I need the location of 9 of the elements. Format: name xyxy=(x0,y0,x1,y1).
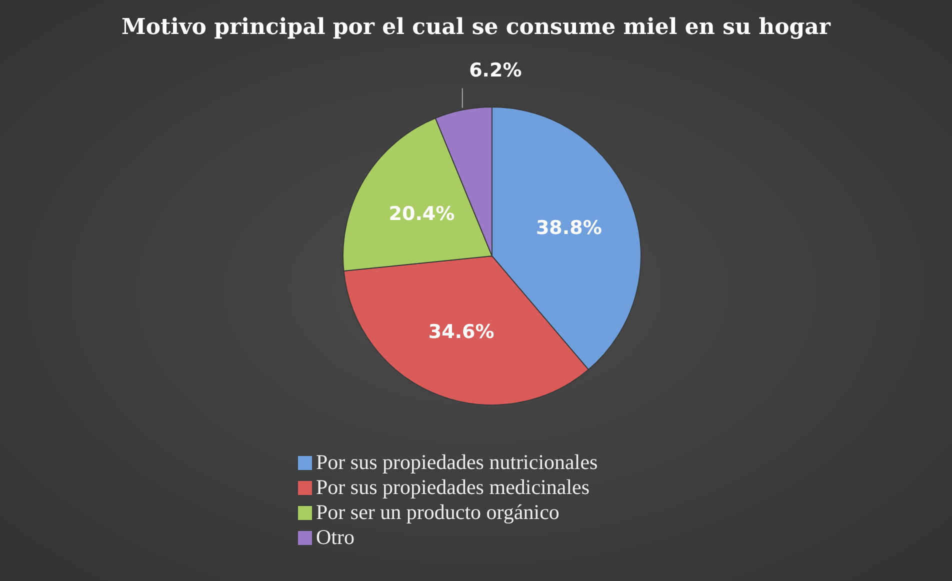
data-label: 34.6% xyxy=(428,321,494,344)
data-label: 6.2% xyxy=(469,60,522,82)
data-label: 20.4% xyxy=(388,202,455,225)
legend-label: Otro xyxy=(316,525,354,550)
legend-label: Por sus propiedades medicinales xyxy=(316,475,590,500)
data-label: 38.8% xyxy=(536,216,602,239)
legend-label: Por ser un producto orgánico xyxy=(316,500,560,525)
chart-title: Motivo principal por el cual se consume miel en su hogar xyxy=(120,14,832,40)
legend-label: Por sus propiedades nutricionales xyxy=(316,450,598,475)
